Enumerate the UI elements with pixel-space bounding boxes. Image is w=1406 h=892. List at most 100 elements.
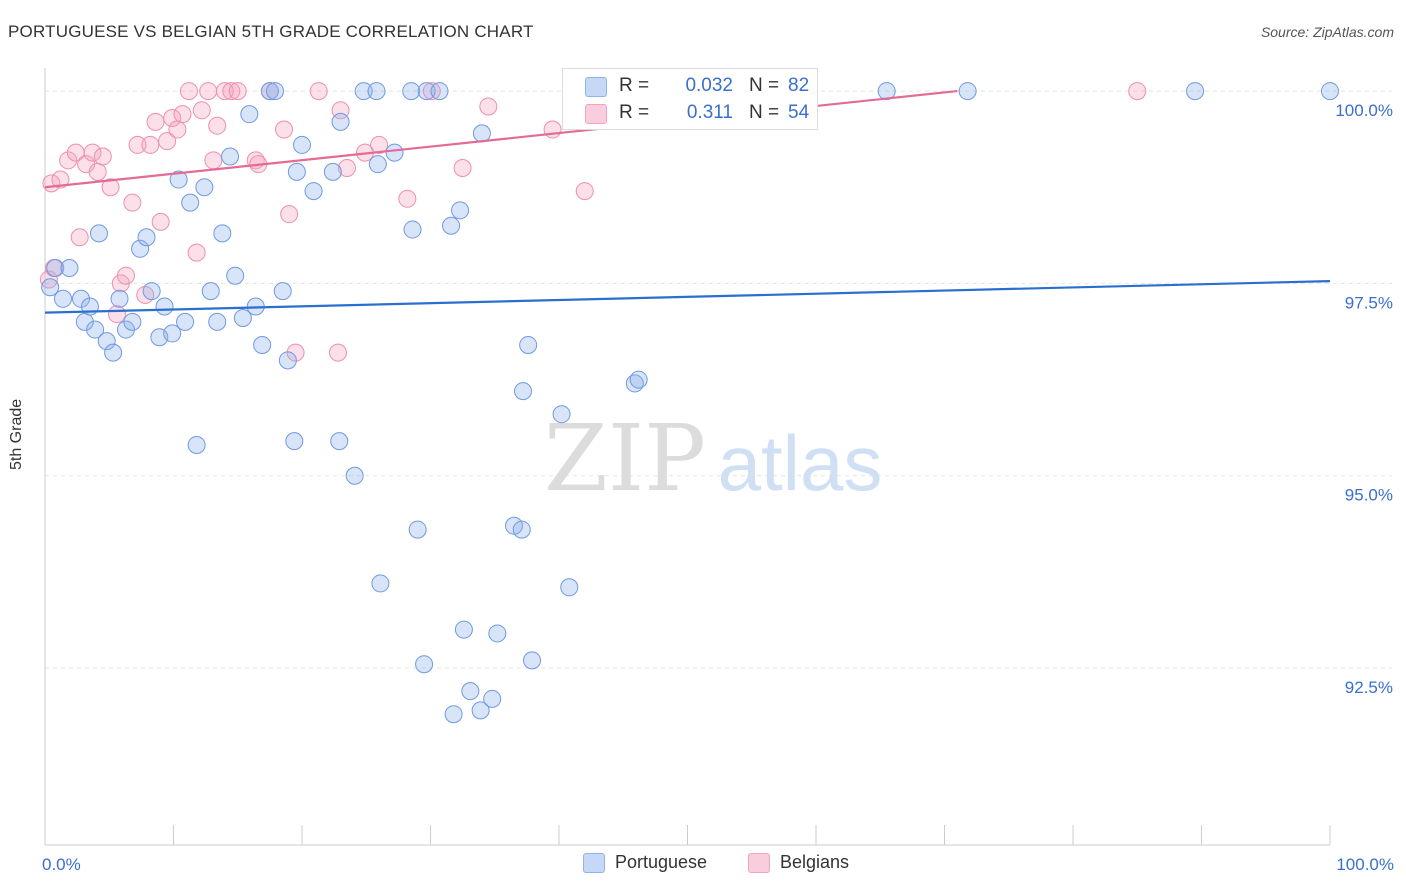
belgians-point: [398, 189, 417, 208]
portuguese-point: [278, 351, 297, 370]
portuguese-point: [552, 405, 571, 424]
portuguese-swatch: [585, 77, 607, 97]
portuguese-point: [131, 239, 150, 258]
portuguese-point: [354, 82, 373, 101]
portuguese-point: [483, 689, 502, 708]
source-label: Source: ZipAtlas.com: [1260, 24, 1394, 40]
watermark-atlas: atlas: [718, 419, 883, 507]
belgians-legend-swatch: [748, 853, 770, 873]
y-tick-label: 95.0%: [1345, 486, 1393, 505]
portuguese-point: [97, 332, 116, 351]
belgians-point: [173, 105, 192, 124]
belgians-point: [275, 120, 294, 139]
portuguese-point: [472, 124, 491, 143]
portuguese-point: [408, 520, 427, 539]
portuguese-point: [221, 147, 240, 166]
portuguese-point: [417, 82, 436, 101]
portuguese-point: [1186, 82, 1205, 101]
belgians-point: [280, 205, 299, 224]
portuguese-point: [958, 82, 977, 101]
portuguese-points: [41, 82, 1339, 724]
belgians-legend-label: Belgians: [780, 852, 850, 872]
r-label: R =: [619, 75, 650, 96]
belgians-point: [199, 82, 218, 101]
belgians-point: [59, 151, 78, 170]
portuguese-point: [514, 382, 533, 401]
portuguese-point: [523, 651, 542, 670]
portuguese-point: [451, 201, 470, 220]
portuguese-point: [304, 182, 323, 201]
portuguese-point: [137, 228, 156, 247]
portuguese-point: [46, 259, 65, 278]
x-tick-label: 0.0%: [42, 855, 81, 874]
portuguese-point: [266, 82, 285, 101]
n-value: 82: [788, 75, 810, 96]
portuguese-legend-label: Portuguese: [615, 852, 708, 872]
portuguese-point: [104, 343, 123, 362]
belgians-swatch: [585, 104, 607, 124]
portuguese-point: [512, 520, 531, 539]
y-axis-label: 5th Grade: [8, 398, 25, 470]
portuguese-point: [233, 309, 252, 328]
r-value: 0.311: [686, 102, 733, 123]
belgians-point: [215, 82, 234, 101]
belgians-point: [204, 151, 223, 170]
y-tick-label: 97.5%: [1345, 293, 1393, 312]
portuguese-point: [169, 170, 188, 189]
portuguese-point: [187, 435, 206, 454]
portuguese-point: [195, 178, 214, 197]
portuguese-point: [287, 162, 306, 181]
portuguese-point: [116, 320, 135, 339]
portuguese-point: [629, 370, 648, 389]
portuguese-point: [86, 320, 105, 339]
portuguese-point: [253, 335, 272, 354]
portuguese-point: [41, 278, 60, 297]
portuguese-point: [285, 432, 304, 451]
watermark-zip: ZIP: [544, 405, 706, 512]
belgians-point: [1128, 82, 1147, 101]
belgians-point: [286, 343, 305, 362]
portuguese-point: [201, 282, 220, 301]
stats-legend: R = 0.032 N = 82 R = 0.311 N = 54: [562, 68, 818, 130]
portuguese-point: [240, 105, 259, 124]
belgians-point: [141, 135, 160, 154]
belgians-point: [228, 82, 247, 101]
portuguese-point: [385, 143, 404, 162]
belgians-point: [88, 162, 107, 181]
portuguese-point: [181, 193, 200, 212]
watermark: ZIP atlas: [544, 405, 882, 512]
belgians-point: [575, 182, 594, 201]
portuguese-point: [176, 312, 195, 331]
portuguese-point: [89, 224, 108, 243]
belgians-point: [453, 159, 472, 178]
chart-title: PORTUGUESE VS BELGIAN 5TH GRADE CORRELAT…: [8, 22, 534, 41]
portuguese-point: [123, 312, 142, 331]
belgians-point: [337, 159, 356, 178]
y-tick-label: 92.5%: [1345, 678, 1393, 697]
portuguese-point: [208, 312, 227, 331]
y-tick-label: 100.0%: [1335, 101, 1393, 120]
portuguese-point: [260, 82, 279, 101]
portuguese-point: [488, 624, 507, 643]
belgians-point: [107, 305, 126, 324]
belgians-point: [123, 193, 142, 212]
portuguese-point: [1321, 82, 1339, 101]
portuguese-point: [442, 216, 461, 235]
portuguese-point: [444, 705, 463, 724]
belgians-point: [146, 112, 165, 131]
portuguese-point: [323, 162, 342, 181]
belgians-point: [543, 120, 562, 139]
belgians-point: [179, 82, 198, 101]
belgians-point: [208, 116, 227, 135]
r-label: R =: [619, 102, 650, 123]
belgians-point: [83, 143, 102, 162]
portuguese-point: [226, 266, 245, 285]
portuguese-point: [402, 82, 421, 101]
portuguese-point: [403, 220, 422, 239]
belgians-point: [128, 135, 147, 154]
belgians-point: [192, 101, 211, 120]
portuguese-legend-swatch: [583, 853, 605, 873]
portuguese-point: [331, 112, 350, 131]
belgians-point: [70, 228, 89, 247]
